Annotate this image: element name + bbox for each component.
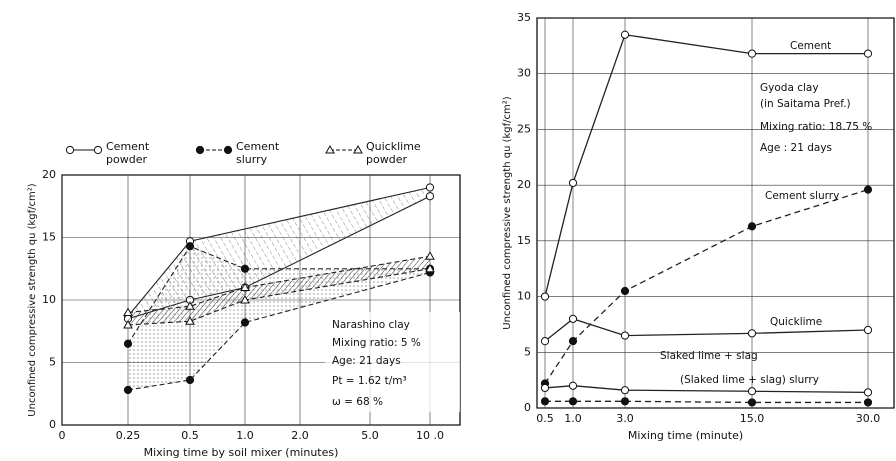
x-tick-label: 0.5 [181,429,199,442]
marker [241,265,248,272]
y-tick-label: 10 [517,290,531,303]
marker [569,398,576,405]
series-line [545,401,868,402]
y-tick-label: 5 [49,356,56,369]
y-tick-label: 0 [524,401,531,414]
series-label: Slaked lime + slag [660,350,758,362]
y-tick-label: 30 [517,67,531,80]
marker [621,31,628,38]
legend-marker [94,146,101,153]
x-tick-label: 30.0 [856,412,881,425]
marker [124,340,131,347]
x-tick-label: 3.0 [616,412,634,425]
marker [569,315,576,322]
marker [241,319,248,326]
marker [541,384,548,391]
chart: 0 5 10 15 20 25 30 35 0.5 1.0 3.0 15.0 30.0 Unconfine… [502,11,894,442]
marker [186,376,193,383]
marker [864,399,871,406]
x-tick-label: 0 [59,429,66,442]
marker [621,398,628,405]
y-tick-label: 0 [49,418,56,431]
y-tick-label: 35 [517,11,531,24]
annotation: Age : 21 days [760,142,832,154]
marker [748,223,755,230]
y-axis-label: Unconfined compressive strength qu (kgf/… [502,96,513,329]
marker [426,193,433,200]
legend-marker [196,146,203,153]
marker [864,389,871,396]
y-tick-label: 5 [524,345,531,358]
series-label: Cement [790,40,831,52]
marker [748,388,755,395]
y-tick-label: 10 [42,293,56,306]
chart: 0 5 10 15 20 0 0.25 0.5 1.0 2.0 5.0 10 .0 Unconfined… [27,140,460,459]
annotation: (in Saitama Pref.) [760,98,851,110]
marker [426,252,434,259]
y-tick-label: 15 [517,234,531,247]
annotation: Narashino clay [332,319,410,331]
marker [186,243,193,250]
marker [864,50,871,57]
annotation: Mixing ratio: 5 % [332,337,421,349]
marker [426,184,433,191]
series-line [545,386,868,393]
x-axis-label: Mixing time by soil mixer (minutes) [144,446,339,459]
x-tick-label: 15.0 [740,412,765,425]
x-tick-label: 0.5 [536,412,554,425]
marker [621,287,628,294]
marker [569,179,576,186]
y-axis-label: Unconfined compressive strength qu (kgf/… [27,183,38,416]
marker [569,382,576,389]
marker [541,398,548,405]
marker [748,330,755,337]
page: 0 5 10 15 20 0 0.25 0.5 1.0 2.0 5.0 10 .0 Unconfined… [0,0,896,461]
marker [541,293,548,300]
marker [621,332,628,339]
annotation: Age: 21 days [332,355,401,367]
annotation: Pt = 1.62 t/m³ [332,375,407,387]
series-label: Cement slurry [765,190,839,202]
y-tick-label: 20 [517,178,531,191]
series-label: Quicklime [770,316,822,328]
x-tick-label: 1.0 [236,429,254,442]
legend-marker [66,146,73,153]
x-tick-label: 0.25 [116,429,141,442]
marker [124,386,131,393]
series-label: (Slaked lime + slag) slurry [680,374,819,386]
x-tick-label: 2.0 [291,429,309,442]
marker [569,338,576,345]
annotation: Gyoda clay [760,82,819,94]
annotation: Mixing ratio: 18.75 % [760,121,872,133]
marker [864,326,871,333]
marker [621,387,628,394]
y-tick-label: 20 [42,168,56,181]
y-tick-label: 25 [517,122,531,135]
legend-marker [224,146,231,153]
marker [864,186,871,193]
y-tick-label: 15 [42,231,56,244]
figure: 0 5 10 15 20 0 0.25 0.5 1.0 2.0 5.0 10 .0 Unconfined… [0,0,896,461]
x-tick-label: 10 .0 [416,429,444,442]
x-axis-label: Mixing time (minute) [628,429,743,442]
annotation: ω = 68 % [332,396,383,408]
marker [541,338,548,345]
marker [748,399,755,406]
x-tick-label: 5.0 [361,429,379,442]
x-tick-label: 1.0 [564,412,582,425]
marker [748,50,755,57]
